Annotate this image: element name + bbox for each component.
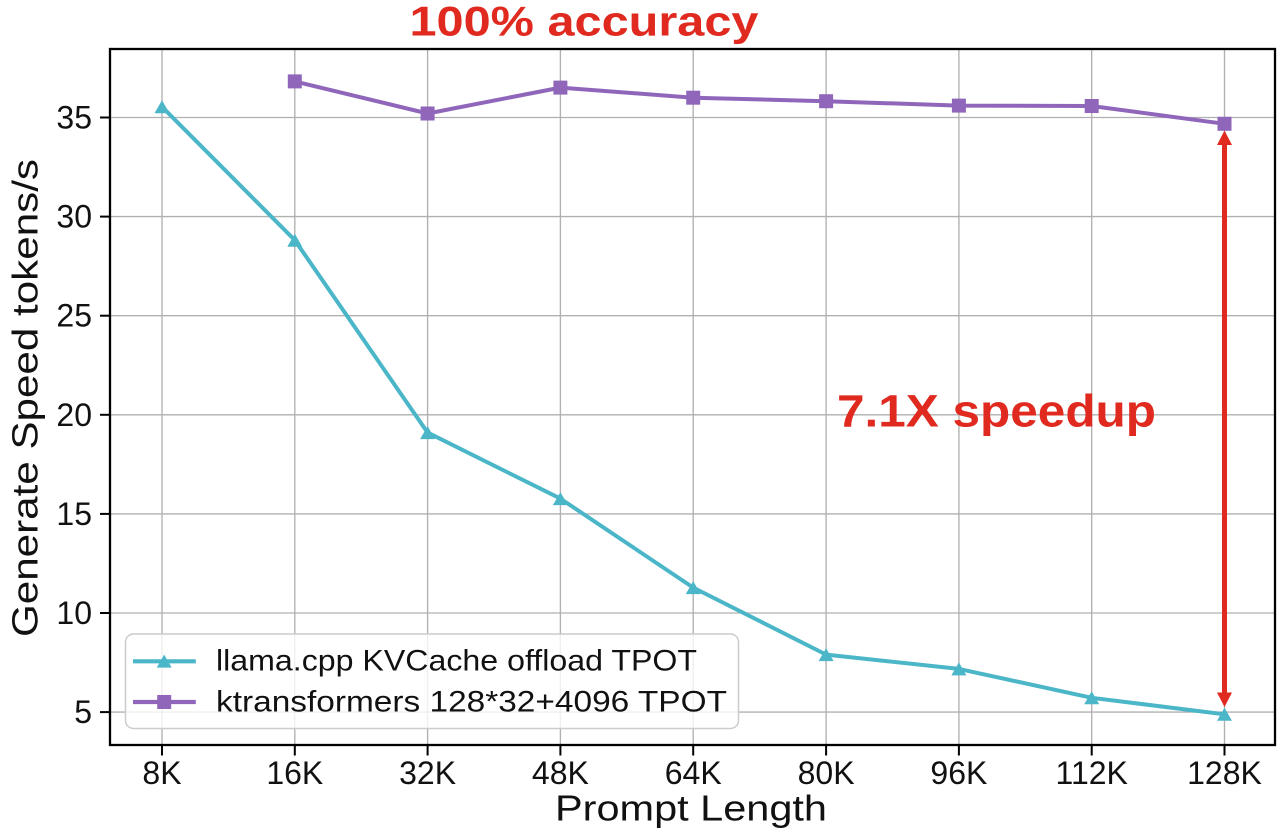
svg-text:ktransformers 128*32+4096 TPOT: ktransformers 128*32+4096 TPOT (216, 686, 727, 719)
svg-text:16K: 16K (266, 755, 323, 791)
svg-text:5: 5 (74, 694, 92, 730)
svg-text:128K: 128K (1187, 755, 1262, 791)
svg-text:30: 30 (56, 199, 92, 235)
svg-text:112K: 112K (1056, 755, 1128, 791)
svg-text:96K: 96K (930, 755, 987, 791)
svg-text:Generate Speed tokens/s: Generate Speed tokens/s (5, 159, 46, 637)
svg-text:32K: 32K (399, 755, 456, 791)
svg-text:15: 15 (56, 496, 92, 532)
svg-text:25: 25 (56, 298, 92, 334)
svg-text:80K: 80K (798, 755, 855, 791)
svg-text:7.1X speedup: 7.1X speedup (837, 386, 1156, 437)
svg-text:llama.cpp KVCache offload TPOT: llama.cpp KVCache offload TPOT (216, 645, 697, 678)
svg-text:Prompt Length: Prompt Length (555, 788, 827, 829)
svg-text:64K: 64K (665, 755, 722, 791)
svg-text:20: 20 (56, 397, 92, 433)
svg-text:100% accuracy: 100% accuracy (410, 0, 760, 45)
svg-text:10: 10 (56, 595, 92, 631)
svg-text:48K: 48K (532, 755, 589, 791)
svg-text:35: 35 (56, 100, 92, 136)
svg-text:8K: 8K (142, 755, 181, 791)
